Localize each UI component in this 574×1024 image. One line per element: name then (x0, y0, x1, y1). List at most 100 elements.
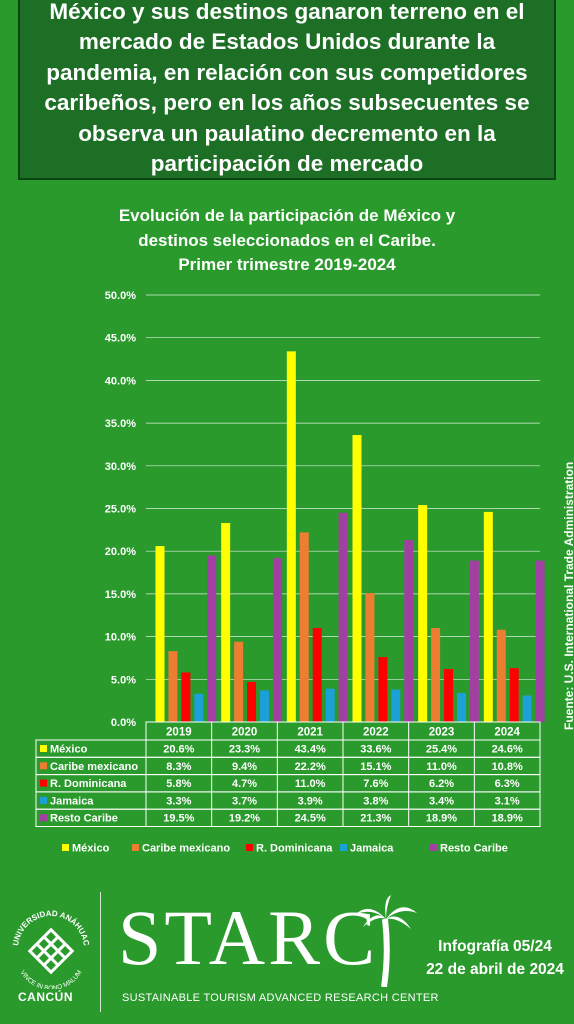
table-legend-key (40, 779, 47, 787)
x-category-label: 2019 (166, 727, 192, 739)
table-series-label: Caribe mexicano (50, 761, 138, 773)
data-label: 7.6% (363, 778, 388, 790)
table-legend-key (40, 745, 47, 752)
data-label: 6.2% (429, 778, 454, 790)
starc-subtitle: SUSTAINABLE TOURISM ADVANCED RESEARCH CE… (122, 992, 439, 1004)
legend-label: Resto Caribe (440, 843, 508, 855)
data-label: 10.8% (492, 761, 523, 773)
legend-label: Jamaica (350, 843, 394, 855)
legend-swatch (430, 844, 437, 851)
legend-swatch (62, 844, 69, 851)
legend-label: R. Dominicana (256, 843, 333, 855)
chart-title-line-2: destinos seleccionados en el Caribe. (138, 230, 436, 250)
legend-swatch (132, 844, 139, 851)
bar-m-xico-2021 (286, 351, 296, 722)
bar-caribe-mexicano-2022 (365, 593, 375, 722)
data-label: 18.9% (426, 813, 457, 825)
data-label: 8.3% (166, 761, 191, 773)
data-label: 3.9% (298, 795, 323, 807)
data-label: 4.7% (232, 778, 257, 790)
data-label: 11.0% (426, 761, 457, 773)
publication-date: 22 de abril de 2024 (426, 961, 564, 978)
bar-resto-caribe-2023 (469, 560, 479, 722)
data-label: 23.3% (229, 744, 260, 756)
bar-caribe-mexicano-2019 (168, 651, 178, 722)
legend-swatch (340, 844, 347, 851)
source-note: Fuente: U.S. International Trade Adminis… (562, 461, 574, 730)
y-tick-label: 35.0% (105, 418, 136, 430)
data-label: 24.5% (295, 813, 326, 825)
bar-resto-caribe-2020 (272, 558, 282, 722)
y-tick-label: 45.0% (105, 333, 136, 345)
footer-divider (100, 892, 101, 1012)
table-series-label: R. Dominicana (50, 778, 127, 790)
data-label: 21.3% (360, 813, 391, 825)
table-legend-key (40, 814, 47, 822)
bar-resto-caribe-2022 (404, 540, 414, 722)
x-category-label: 2024 (494, 727, 520, 739)
chart-title-line-1: Evolución de la participación de México … (118, 206, 456, 225)
data-label: 43.4% (295, 744, 326, 756)
y-tick-label: 0.0% (111, 717, 136, 729)
legend-label: México (72, 843, 110, 855)
table-legend-key (40, 762, 47, 770)
x-category-label: 2021 (297, 727, 323, 739)
bar-resto-caribe-2021 (338, 512, 348, 722)
infographic-code: Infografía 05/24 (438, 938, 552, 955)
data-label: 3.4% (429, 795, 454, 807)
x-category-label: 2022 (363, 727, 389, 739)
y-tick-label: 25.0% (105, 504, 136, 516)
bar-r-dominicana-2024 (509, 668, 519, 722)
bar-chart: 0.0% 5.0% 10.0% 15.0% 20.0% 25.0% 30.0% 35.0% 40… (35, 290, 545, 855)
x-category-label: 2020 (232, 727, 258, 739)
data-label: 20.6% (163, 744, 194, 756)
data-label: 3.7% (232, 795, 257, 807)
y-tick-label: 15.0% (105, 589, 136, 601)
university-campus: CANCÚN (18, 990, 73, 1004)
bar-caribe-mexicano-2023 (431, 628, 441, 722)
data-label: 6.3% (495, 778, 520, 790)
y-tick-label: 10.0% (105, 632, 136, 644)
table-series-label: Resto Caribe (50, 813, 118, 825)
bar-jamaica-2021 (325, 688, 335, 722)
bar-jamaica-2024 (522, 695, 532, 722)
bar-m-xico-2022 (352, 435, 362, 722)
bar-jamaica-2019 (194, 693, 204, 722)
bar-resto-caribe-2024 (535, 560, 545, 722)
y-tick-label: 40.0% (105, 375, 136, 387)
bar-r-dominicana-2022 (378, 657, 388, 722)
data-label: 33.6% (360, 744, 391, 756)
data-label: 25.4% (426, 744, 457, 756)
bar-m-xico-2023 (418, 505, 428, 722)
university-seal-logo: UNIVERSIDAD ANÁHUAC VINCE IN BONO MALUM (11, 909, 91, 989)
legend-swatch (246, 844, 253, 851)
bar-m-xico-2024 (483, 511, 493, 722)
data-label: 3.1% (495, 795, 520, 807)
table-series-label: México (50, 744, 88, 756)
bar-m-xico-2020 (221, 523, 231, 722)
bar-caribe-mexicano-2021 (299, 532, 309, 722)
data-label: 3.3% (166, 795, 191, 807)
headline-banner: México y sus destinos ganaron terreno en… (18, 0, 556, 180)
palm-tree-icon (355, 895, 417, 987)
chart-title-line-3: Primer trimestre 2019-2024 (178, 255, 396, 274)
data-label: 22.2% (295, 761, 326, 773)
data-label: 19.2% (229, 813, 260, 825)
chart-title: Evolución de la participación de México … (30, 204, 544, 278)
bar-caribe-mexicano-2020 (234, 641, 244, 722)
data-label: 11.0% (295, 778, 326, 790)
data-label: 19.5% (163, 813, 194, 825)
y-tick-label: 30.0% (105, 461, 136, 473)
bar-r-dominicana-2023 (444, 669, 454, 722)
data-label: 9.4% (232, 761, 257, 773)
headline-text: México y sus destinos ganaron terreno en… (44, 0, 530, 176)
starc-logo-text: STARC (118, 894, 379, 981)
y-tick-label: 20.0% (105, 546, 136, 558)
x-category-label: 2023 (429, 727, 455, 739)
bar-jamaica-2020 (259, 690, 269, 722)
bar-m-xico-2019 (155, 546, 165, 722)
data-label: 5.8% (166, 778, 191, 790)
table-legend-key (40, 796, 47, 804)
bar-caribe-mexicano-2024 (496, 629, 506, 722)
bar-r-dominicana-2020 (247, 681, 257, 722)
